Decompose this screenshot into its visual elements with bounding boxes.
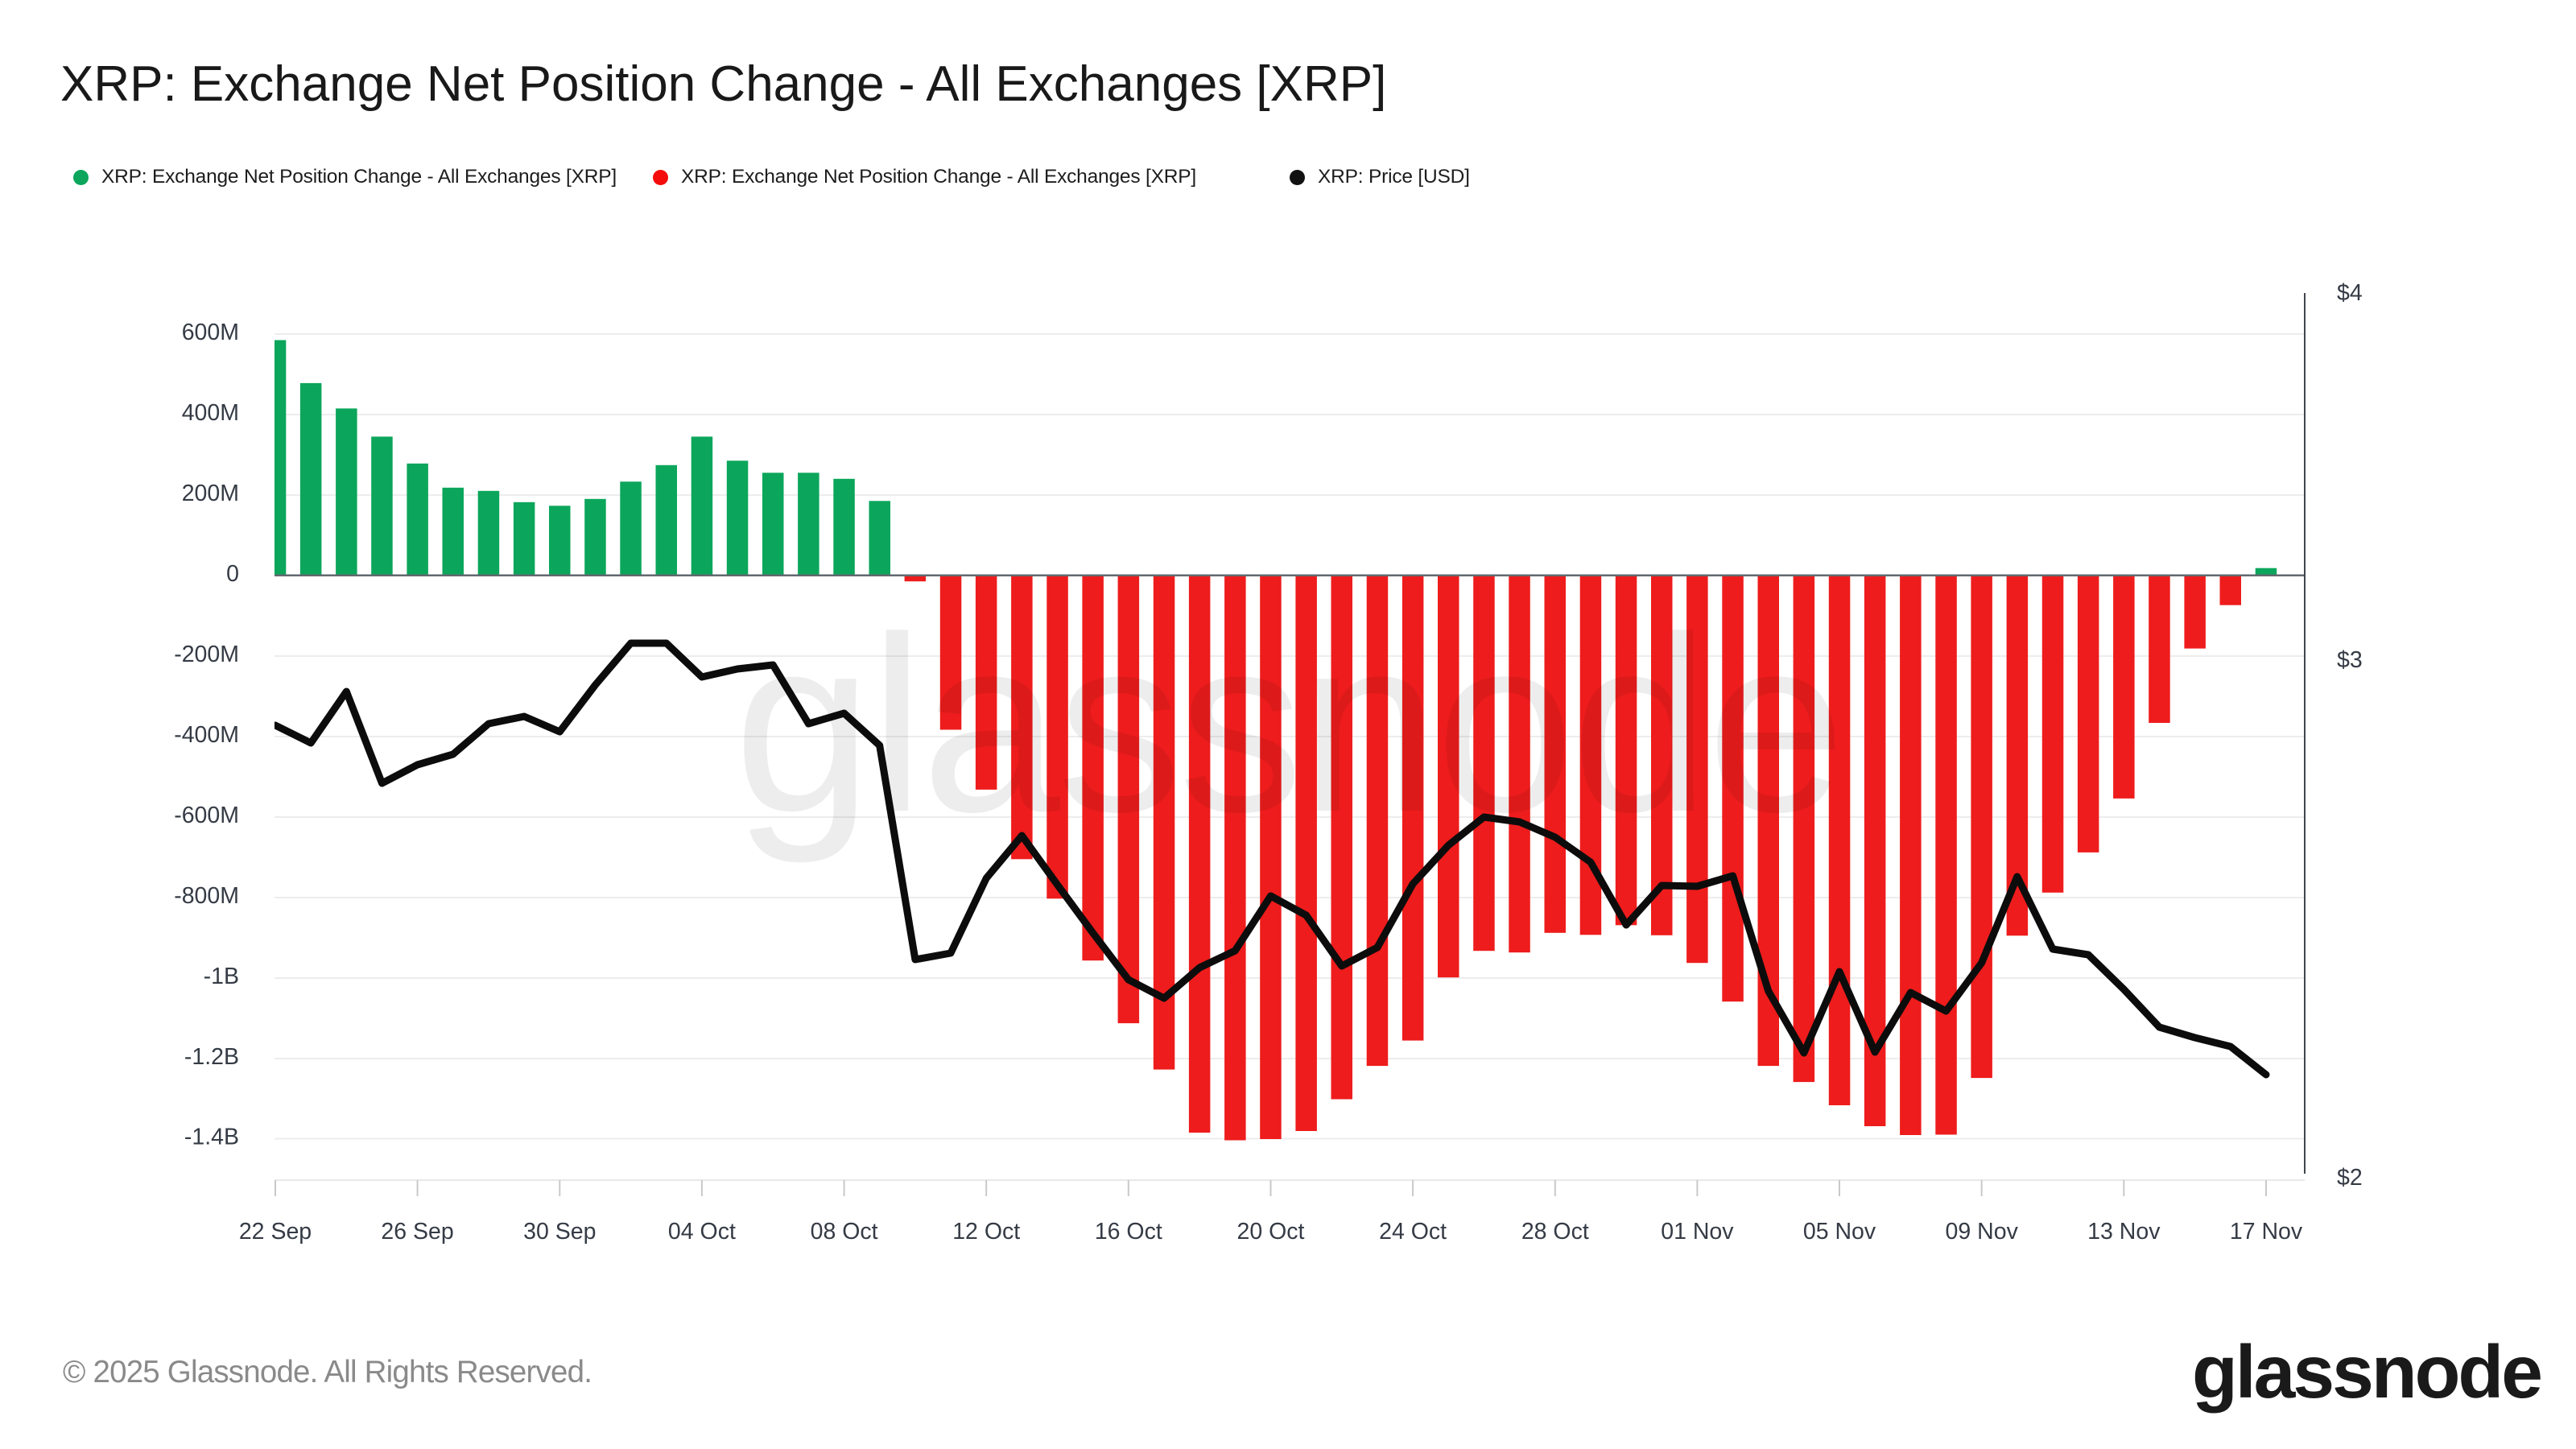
svg-text:28 Oct: 28 Oct [1521,1219,1589,1245]
svg-text:12 Oct: 12 Oct [952,1219,1020,1245]
svg-text:600M: 600M [182,320,239,345]
svg-text:22 Sep: 22 Sep [239,1219,312,1245]
svg-text:30 Sep: 30 Sep [523,1219,596,1245]
svg-text:16 Oct: 16 Oct [1095,1219,1162,1245]
svg-text:-200M: -200M [174,642,239,667]
svg-text:24 Oct: 24 Oct [1379,1219,1447,1245]
svg-text:08 Oct: 08 Oct [811,1219,878,1245]
svg-text:$3: $3 [2337,647,2363,673]
svg-text:-400M: -400M [174,722,239,748]
svg-text:17 Nov: 17 Nov [2230,1219,2303,1245]
svg-text:-600M: -600M [174,803,239,828]
svg-text:200M: 200M [182,481,239,506]
svg-text:-800M: -800M [174,883,239,909]
svg-text:04 Oct: 04 Oct [668,1219,736,1245]
svg-text:-1.2B: -1.2B [184,1044,239,1070]
svg-text:0: 0 [226,561,239,587]
svg-text:$2: $2 [2337,1165,2363,1191]
svg-text:20 Oct: 20 Oct [1237,1219,1305,1245]
svg-text:400M: 400M [182,400,239,426]
svg-text:$4: $4 [2337,280,2363,306]
svg-text:-1B: -1B [204,964,239,989]
svg-text:-1.4B: -1.4B [184,1125,239,1150]
svg-text:26 Sep: 26 Sep [381,1219,453,1245]
svg-text:glassnode: glassnode [733,584,1842,865]
svg-text:09 Nov: 09 Nov [1946,1219,2019,1245]
svg-text:05 Nov: 05 Nov [1803,1219,1876,1245]
svg-text:01 Nov: 01 Nov [1661,1219,1734,1245]
svg-text:13 Nov: 13 Nov [2087,1219,2161,1245]
